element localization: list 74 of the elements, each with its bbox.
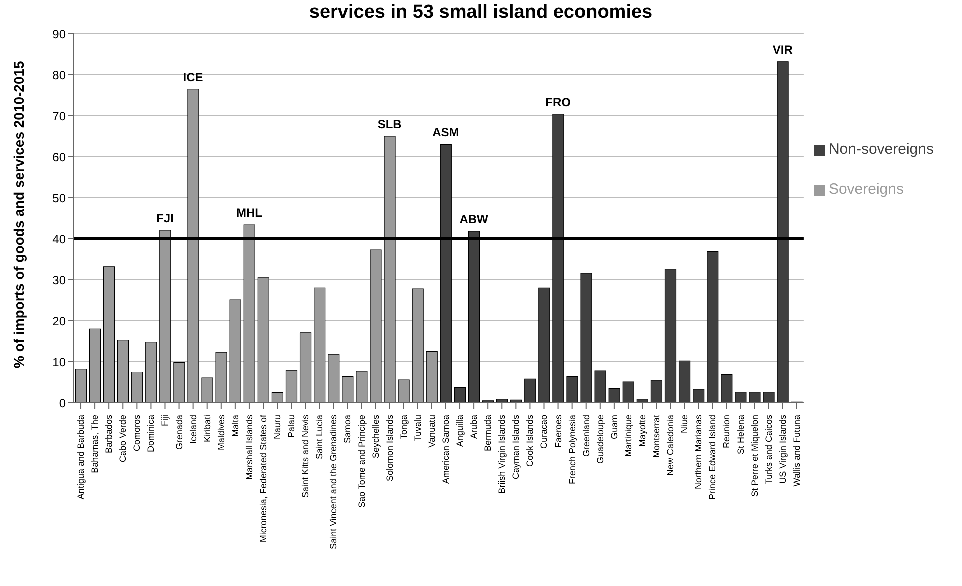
x-tick-label: Marshall Islands [244, 414, 254, 480]
x-tick-label: Dominica [146, 415, 156, 453]
x-tick-label: Comoros [132, 414, 142, 452]
x-tick-label: Grenada [174, 415, 184, 450]
x-tick-label: Wallis and Futuna [792, 415, 802, 487]
x-tick-label: Saint Lucia [314, 415, 325, 460]
x-tick-label: St Perre et Miquelon [750, 415, 760, 498]
x-tick-label: Antigua and Barbuda [76, 415, 86, 500]
y-tick-label: 40 [52, 232, 66, 246]
x-tick-label: Niue [680, 415, 690, 434]
x-tick-label: Turks and Caicos [764, 414, 774, 485]
annotation: ICE [183, 70, 204, 84]
annotation: ASM [432, 126, 460, 140]
x-tick-label: Palau [286, 415, 297, 438]
y-tick-label: 20 [52, 314, 66, 328]
x-tick-label: Malta [230, 415, 240, 438]
y-axis-title: % of imports of goods and services 2010-2015 [10, 60, 27, 368]
annotation: FJI [156, 211, 174, 226]
x-tick-label: Reunion [722, 415, 732, 449]
x-tick-label: Cayman Islands [511, 414, 522, 480]
y-tick-label: 10 [52, 355, 66, 370]
x-tick-label: French Polynesia [567, 415, 578, 485]
x-tick-label: Tonga [398, 415, 409, 440]
x-tick-label: Martinique [623, 415, 634, 458]
x-tick-label: Aruba [469, 415, 480, 440]
x-tick-label: St Helena [736, 415, 746, 455]
x-tick-label: Solomon Islands [384, 414, 395, 482]
legend-label: Non-sovereigns [828, 141, 934, 158]
x-tick-label: Saint Kitts and Nevis [300, 414, 311, 498]
annotation: SLB [378, 118, 402, 132]
x-tick-label: Guadeloupe [595, 415, 606, 464]
x-tick-label: Barbados [104, 414, 114, 454]
x-tick-label: New Caledonia [666, 415, 676, 476]
x-tick-label: Vanuatu [426, 415, 437, 448]
x-tick-label: Cabo Verde [118, 415, 128, 463]
annotation: MHL [236, 206, 262, 220]
x-tick-label: Cook Islands [525, 414, 536, 468]
x-tick-label: Prince Edward Island [708, 415, 718, 500]
y-tick-label: 0 [59, 396, 66, 410]
annotation: FRO [546, 95, 571, 110]
x-tick-label: Faeroes [553, 414, 564, 448]
annotation: VIR [772, 42, 794, 57]
x-tick-label: Briish Virgin Islands [497, 414, 508, 494]
x-tick-label: Fiji [160, 415, 170, 426]
x-tick-label: Maldives [216, 414, 226, 451]
x-tick-label: Greenland [581, 415, 592, 458]
x-tick-label: Nauru [272, 415, 283, 440]
x-tick-label: Bahamas, The [90, 415, 100, 474]
x-tick-label: American Samoa [440, 415, 451, 484]
annotation: ABW [460, 212, 490, 227]
x-tick-label: Guam [609, 415, 620, 440]
x-tick-label: Tuvalu [412, 415, 423, 442]
y-tick-label: 90 [52, 27, 66, 42]
x-tick-label: US Virgin Islands [778, 414, 788, 484]
x-tick-label: Saint Vincent and the Grenadines [328, 414, 339, 550]
chart-title: services in 53 small island economies [308, 2, 654, 24]
x-tick-label: Kiribati [202, 415, 212, 443]
y-tick-label: 60 [52, 150, 66, 164]
x-tick-label: Iceland [188, 415, 198, 444]
y-tick-label: 30 [52, 273, 66, 288]
x-tick-label: Samoa [342, 415, 353, 444]
y-tick-label: 70 [52, 109, 66, 124]
x-tick-label: Bermuda [483, 415, 494, 452]
x-tick-label: Micronesia, Federated States of [258, 414, 269, 543]
x-tick-label: Mayotte [638, 415, 648, 448]
y-tick-label: 50 [52, 191, 66, 206]
x-tick-label: Sao Tome and Principe [356, 415, 367, 508]
x-tick-label: Northern Marianas [694, 414, 704, 490]
x-tick-label: Seychelles [370, 414, 381, 459]
x-tick-label: Montserrat [652, 414, 662, 458]
x-tick-label: Curacao [539, 415, 550, 450]
x-tick-label: Anguilla [455, 415, 466, 448]
y-tick-label: 80 [52, 68, 66, 82]
legend-label: Sovereigns [828, 181, 904, 198]
